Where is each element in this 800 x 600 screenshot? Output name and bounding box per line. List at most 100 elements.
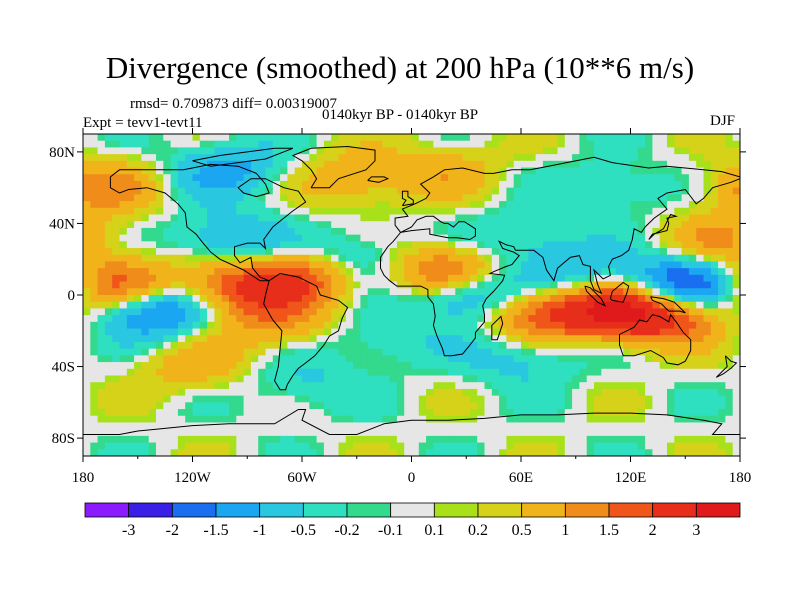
field-cell	[725, 214, 734, 222]
field-cell	[148, 335, 157, 343]
field-cell	[192, 295, 201, 303]
field-cell	[572, 234, 580, 242]
field-cell	[557, 442, 566, 450]
field-cell	[557, 368, 566, 377]
field-cell	[506, 288, 515, 296]
field-cell	[90, 368, 99, 377]
field-cell	[119, 422, 128, 430]
field-cell	[542, 348, 551, 356]
field-cell	[448, 348, 456, 356]
field-cell	[652, 429, 661, 437]
field-cell	[477, 274, 486, 283]
field-cell	[229, 328, 237, 336]
field-cell	[608, 254, 617, 263]
field-cell	[615, 221, 624, 229]
field-cell	[338, 395, 347, 403]
field-cell	[521, 362, 529, 370]
field-cell	[338, 388, 347, 397]
field-cell	[207, 295, 215, 303]
field-cell	[97, 395, 106, 403]
field-cell	[323, 274, 332, 283]
field-cell	[615, 261, 624, 269]
field-cell	[718, 295, 726, 303]
field-cell	[309, 194, 318, 202]
field-cell	[623, 187, 632, 195]
field-cell	[214, 422, 223, 430]
field-cell	[637, 409, 646, 417]
field-cell	[199, 335, 208, 343]
field-cell	[572, 167, 580, 175]
field-cell	[601, 167, 610, 175]
field-cell	[302, 429, 310, 437]
field-cell	[440, 362, 449, 370]
field-cell	[104, 355, 113, 363]
colorbar-box	[215, 502, 261, 518]
field-cell	[732, 315, 740, 323]
field-cell	[83, 241, 91, 249]
field-cell	[141, 348, 150, 356]
field-cell	[177, 234, 186, 242]
field-cell	[572, 435, 580, 444]
field-cell	[667, 295, 675, 303]
field-cell	[688, 321, 697, 330]
field-cell	[608, 335, 617, 343]
field-cell	[287, 261, 296, 269]
field-cell	[477, 154, 486, 162]
field-cell	[674, 382, 683, 390]
field-cell	[667, 288, 675, 296]
field-cell	[696, 335, 705, 343]
field-cell	[579, 321, 588, 330]
field-cell	[272, 214, 281, 222]
field-cell	[316, 435, 325, 444]
field-cell	[404, 295, 413, 303]
field-cell	[594, 194, 602, 202]
field-cell	[382, 382, 391, 390]
field-cell	[513, 154, 522, 162]
field-cell	[396, 315, 405, 323]
field-cell	[564, 308, 573, 316]
field-cell	[294, 341, 303, 350]
field-cell	[594, 315, 602, 323]
field-cell	[426, 140, 434, 149]
field-cell	[177, 409, 186, 417]
field-cell	[491, 221, 500, 229]
field-cell	[126, 415, 135, 424]
field-cell	[710, 409, 719, 417]
field-cell	[586, 341, 595, 350]
field-cell	[375, 362, 383, 370]
field-cell	[674, 227, 683, 236]
field-cell	[375, 174, 383, 182]
field-cell	[83, 288, 91, 296]
field-cell	[440, 308, 449, 316]
field-cell	[126, 435, 135, 444]
field-cell	[411, 295, 420, 303]
field-cell	[572, 362, 580, 370]
field-cell	[170, 435, 179, 444]
field-cell	[491, 321, 500, 330]
field-cell	[462, 368, 471, 377]
field-cell	[163, 134, 172, 142]
field-cell	[287, 362, 296, 370]
field-cell	[542, 415, 551, 424]
field-cell	[396, 248, 405, 256]
field-cell	[185, 402, 194, 410]
field-cell	[594, 241, 602, 249]
field-cell	[433, 348, 442, 356]
field-cell	[294, 435, 303, 444]
field-cell	[623, 254, 632, 263]
field-cell	[667, 328, 675, 336]
field-cell	[331, 214, 340, 222]
field-cell	[557, 194, 566, 202]
field-cell	[170, 274, 179, 283]
field-cell	[353, 402, 361, 410]
field-cell	[177, 402, 186, 410]
field-cell	[564, 442, 573, 450]
field-cell	[703, 154, 712, 162]
field-cell	[491, 160, 500, 169]
field-cell	[360, 321, 369, 330]
field-cell	[521, 429, 529, 437]
field-cell	[718, 422, 726, 430]
field-cell	[448, 214, 456, 222]
field-cell	[323, 187, 332, 195]
field-cell	[229, 281, 237, 289]
